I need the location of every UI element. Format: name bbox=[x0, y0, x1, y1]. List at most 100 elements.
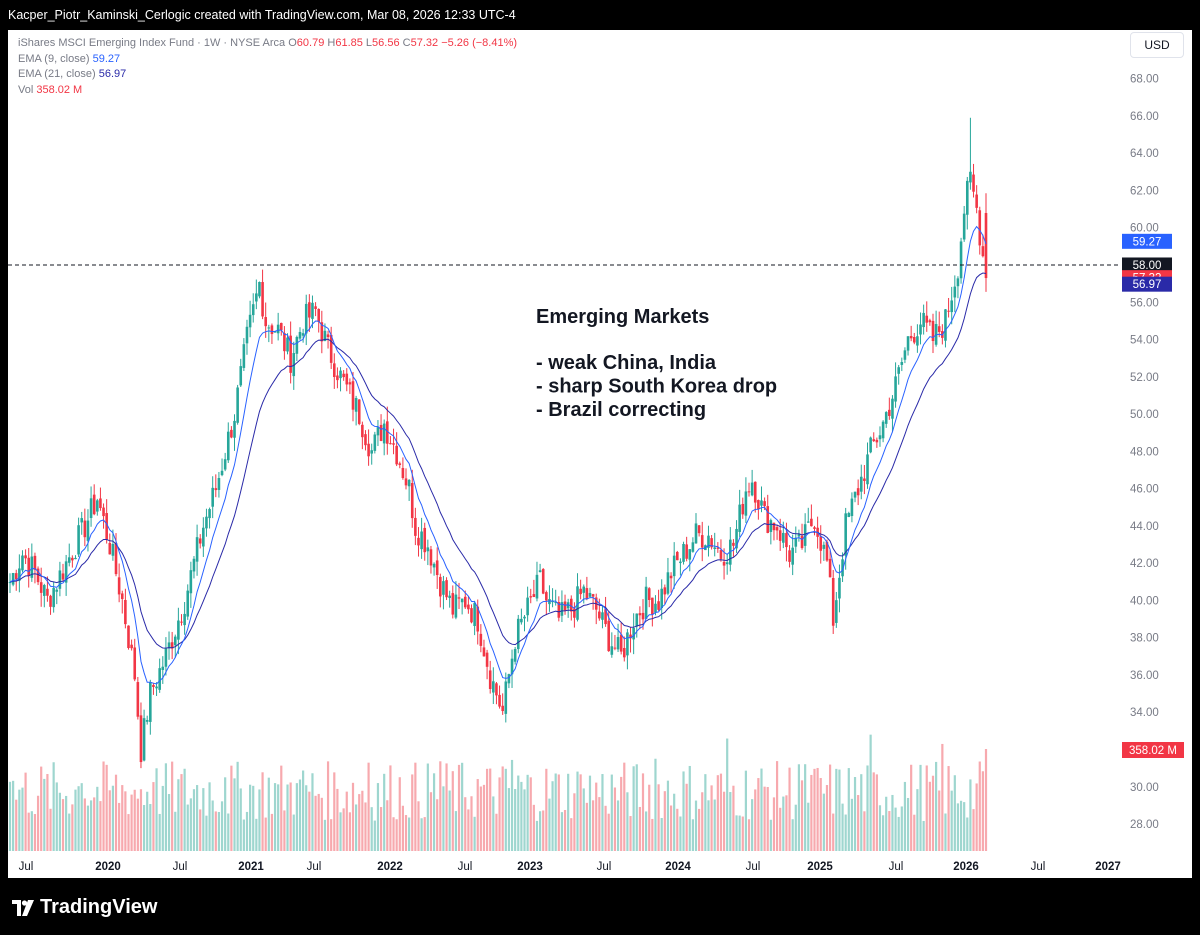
volume-bar bbox=[24, 772, 27, 851]
candle-body bbox=[27, 557, 31, 576]
candle-body bbox=[772, 522, 776, 531]
candle-body bbox=[86, 520, 90, 541]
currency-button[interactable]: USD bbox=[1130, 32, 1184, 58]
candle-body bbox=[975, 194, 978, 208]
candle bbox=[682, 541, 685, 565]
time-tick-label: Jul bbox=[458, 861, 473, 873]
volume-bar bbox=[595, 782, 598, 851]
volume-bar bbox=[669, 805, 673, 851]
candle-body bbox=[962, 213, 966, 240]
candle-body bbox=[909, 335, 913, 339]
candle bbox=[361, 421, 364, 450]
candle-body bbox=[529, 596, 533, 598]
volume-bar bbox=[576, 771, 579, 851]
volume-bar bbox=[58, 792, 61, 851]
candle bbox=[248, 300, 252, 338]
time-tick-label: 2026 bbox=[953, 861, 979, 873]
candle-body bbox=[264, 317, 267, 327]
candle bbox=[806, 507, 810, 523]
candle bbox=[975, 185, 978, 214]
volume-bar bbox=[15, 799, 18, 851]
volume-bar bbox=[514, 789, 517, 851]
candle-body bbox=[485, 652, 489, 667]
volume-bar bbox=[841, 803, 844, 851]
chart-legend: iShares MSCI Emerging Index Fund · 1W · … bbox=[18, 36, 517, 98]
tradingview-logo[interactable]: TradingView bbox=[12, 896, 157, 919]
chart-panel[interactable]: 68.00 66.00 64.00 62.00 60.00 58.00 56.00 54.00… bbox=[8, 30, 1192, 878]
price-chart[interactable]: 68.00 66.00 64.00 62.00 60.00 58.00 56.00 54.00… bbox=[8, 30, 1192, 878]
candle-body bbox=[14, 573, 18, 580]
candle bbox=[616, 623, 620, 653]
candle-body bbox=[223, 459, 227, 470]
volume-bar bbox=[230, 765, 233, 851]
candle-body bbox=[906, 336, 910, 351]
volume-bar bbox=[869, 734, 872, 851]
volume-bar bbox=[40, 766, 43, 851]
volume-bar bbox=[626, 792, 629, 851]
candle bbox=[320, 310, 324, 354]
candle bbox=[588, 587, 592, 598]
candle bbox=[897, 364, 900, 385]
candle bbox=[208, 507, 211, 529]
volume-bar bbox=[688, 765, 691, 851]
candle-body bbox=[473, 603, 476, 627]
candle-body bbox=[875, 439, 879, 443]
volume-bar bbox=[648, 784, 651, 851]
volume-bar bbox=[314, 795, 317, 851]
candle-body bbox=[239, 366, 243, 386]
candle bbox=[367, 429, 370, 466]
volume-bar bbox=[888, 811, 891, 851]
volume-bar bbox=[654, 758, 657, 851]
candle bbox=[766, 494, 770, 534]
candle-body bbox=[947, 310, 950, 312]
candle-body bbox=[467, 604, 470, 610]
volume-bar bbox=[744, 770, 747, 851]
candle bbox=[189, 561, 193, 608]
candle bbox=[152, 682, 155, 695]
candle-body bbox=[255, 293, 258, 302]
candle-body bbox=[183, 613, 186, 626]
candle bbox=[460, 598, 464, 615]
candle-body bbox=[120, 593, 124, 600]
volume-bar bbox=[283, 810, 286, 851]
candle bbox=[86, 509, 90, 552]
volume-bar bbox=[186, 804, 189, 851]
volume-bar bbox=[713, 799, 716, 851]
volume-bar bbox=[199, 809, 202, 851]
volume-bar bbox=[27, 812, 30, 851]
volume-bar bbox=[485, 768, 489, 851]
candle-body bbox=[710, 538, 713, 548]
candle bbox=[654, 595, 657, 616]
volume-bar bbox=[613, 787, 617, 851]
volume-bar bbox=[947, 766, 950, 851]
volume-bar bbox=[333, 772, 336, 851]
candle-body bbox=[641, 612, 645, 620]
candle bbox=[953, 275, 957, 313]
candle-body bbox=[323, 330, 327, 342]
volume-bar bbox=[133, 789, 136, 851]
volume-bar bbox=[295, 783, 298, 851]
candle bbox=[289, 321, 292, 384]
volume-bar bbox=[760, 768, 763, 851]
candle-body bbox=[298, 331, 302, 339]
candle-body bbox=[916, 336, 919, 346]
candle bbox=[314, 302, 317, 317]
candle-body bbox=[345, 373, 349, 385]
candle bbox=[8, 573, 12, 593]
candle bbox=[39, 567, 43, 607]
volume-bar bbox=[710, 785, 713, 851]
candle-body bbox=[30, 556, 34, 578]
candle bbox=[336, 367, 339, 389]
volume-bar bbox=[395, 819, 398, 851]
candle-body bbox=[775, 527, 779, 531]
candle-body bbox=[694, 523, 698, 544]
volume-bar bbox=[195, 785, 199, 851]
candle bbox=[582, 584, 586, 604]
candle-body bbox=[732, 542, 735, 546]
candle-body bbox=[142, 718, 146, 761]
price-label: 58.00 bbox=[1122, 257, 1172, 273]
candle-body bbox=[317, 308, 321, 322]
low-value: 56.56 bbox=[372, 37, 400, 49]
volume-bar bbox=[860, 774, 863, 851]
candle-body bbox=[504, 681, 508, 714]
